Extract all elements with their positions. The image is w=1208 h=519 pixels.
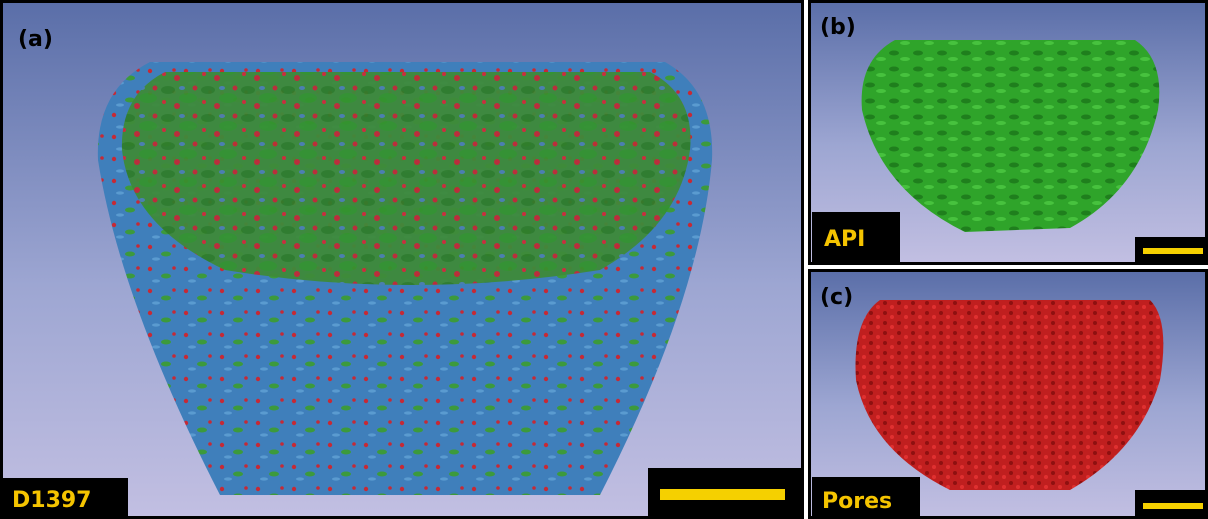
figure: (a) D1397 (b) API (c) Pores <box>0 0 1208 519</box>
panel-caption: Pores <box>822 489 892 514</box>
page: (a) D1397 (b) API (c) Pores (() => { con… <box>0 0 1208 519</box>
panel-b: (b) API <box>810 2 1208 264</box>
scale-bar <box>1143 248 1203 254</box>
panel-caption: D1397 <box>12 488 92 513</box>
panel-a: (a) D1397 <box>0 2 803 519</box>
panel-label: (a) <box>18 27 53 52</box>
panel-c: (c) Pores <box>810 271 1208 519</box>
panel-label: (c) <box>820 285 853 310</box>
panel-caption: API <box>824 227 865 252</box>
panel-label: (b) <box>820 15 856 40</box>
scale-bar <box>1143 503 1203 509</box>
scale-bar <box>660 489 785 500</box>
tablet-top <box>122 72 691 285</box>
